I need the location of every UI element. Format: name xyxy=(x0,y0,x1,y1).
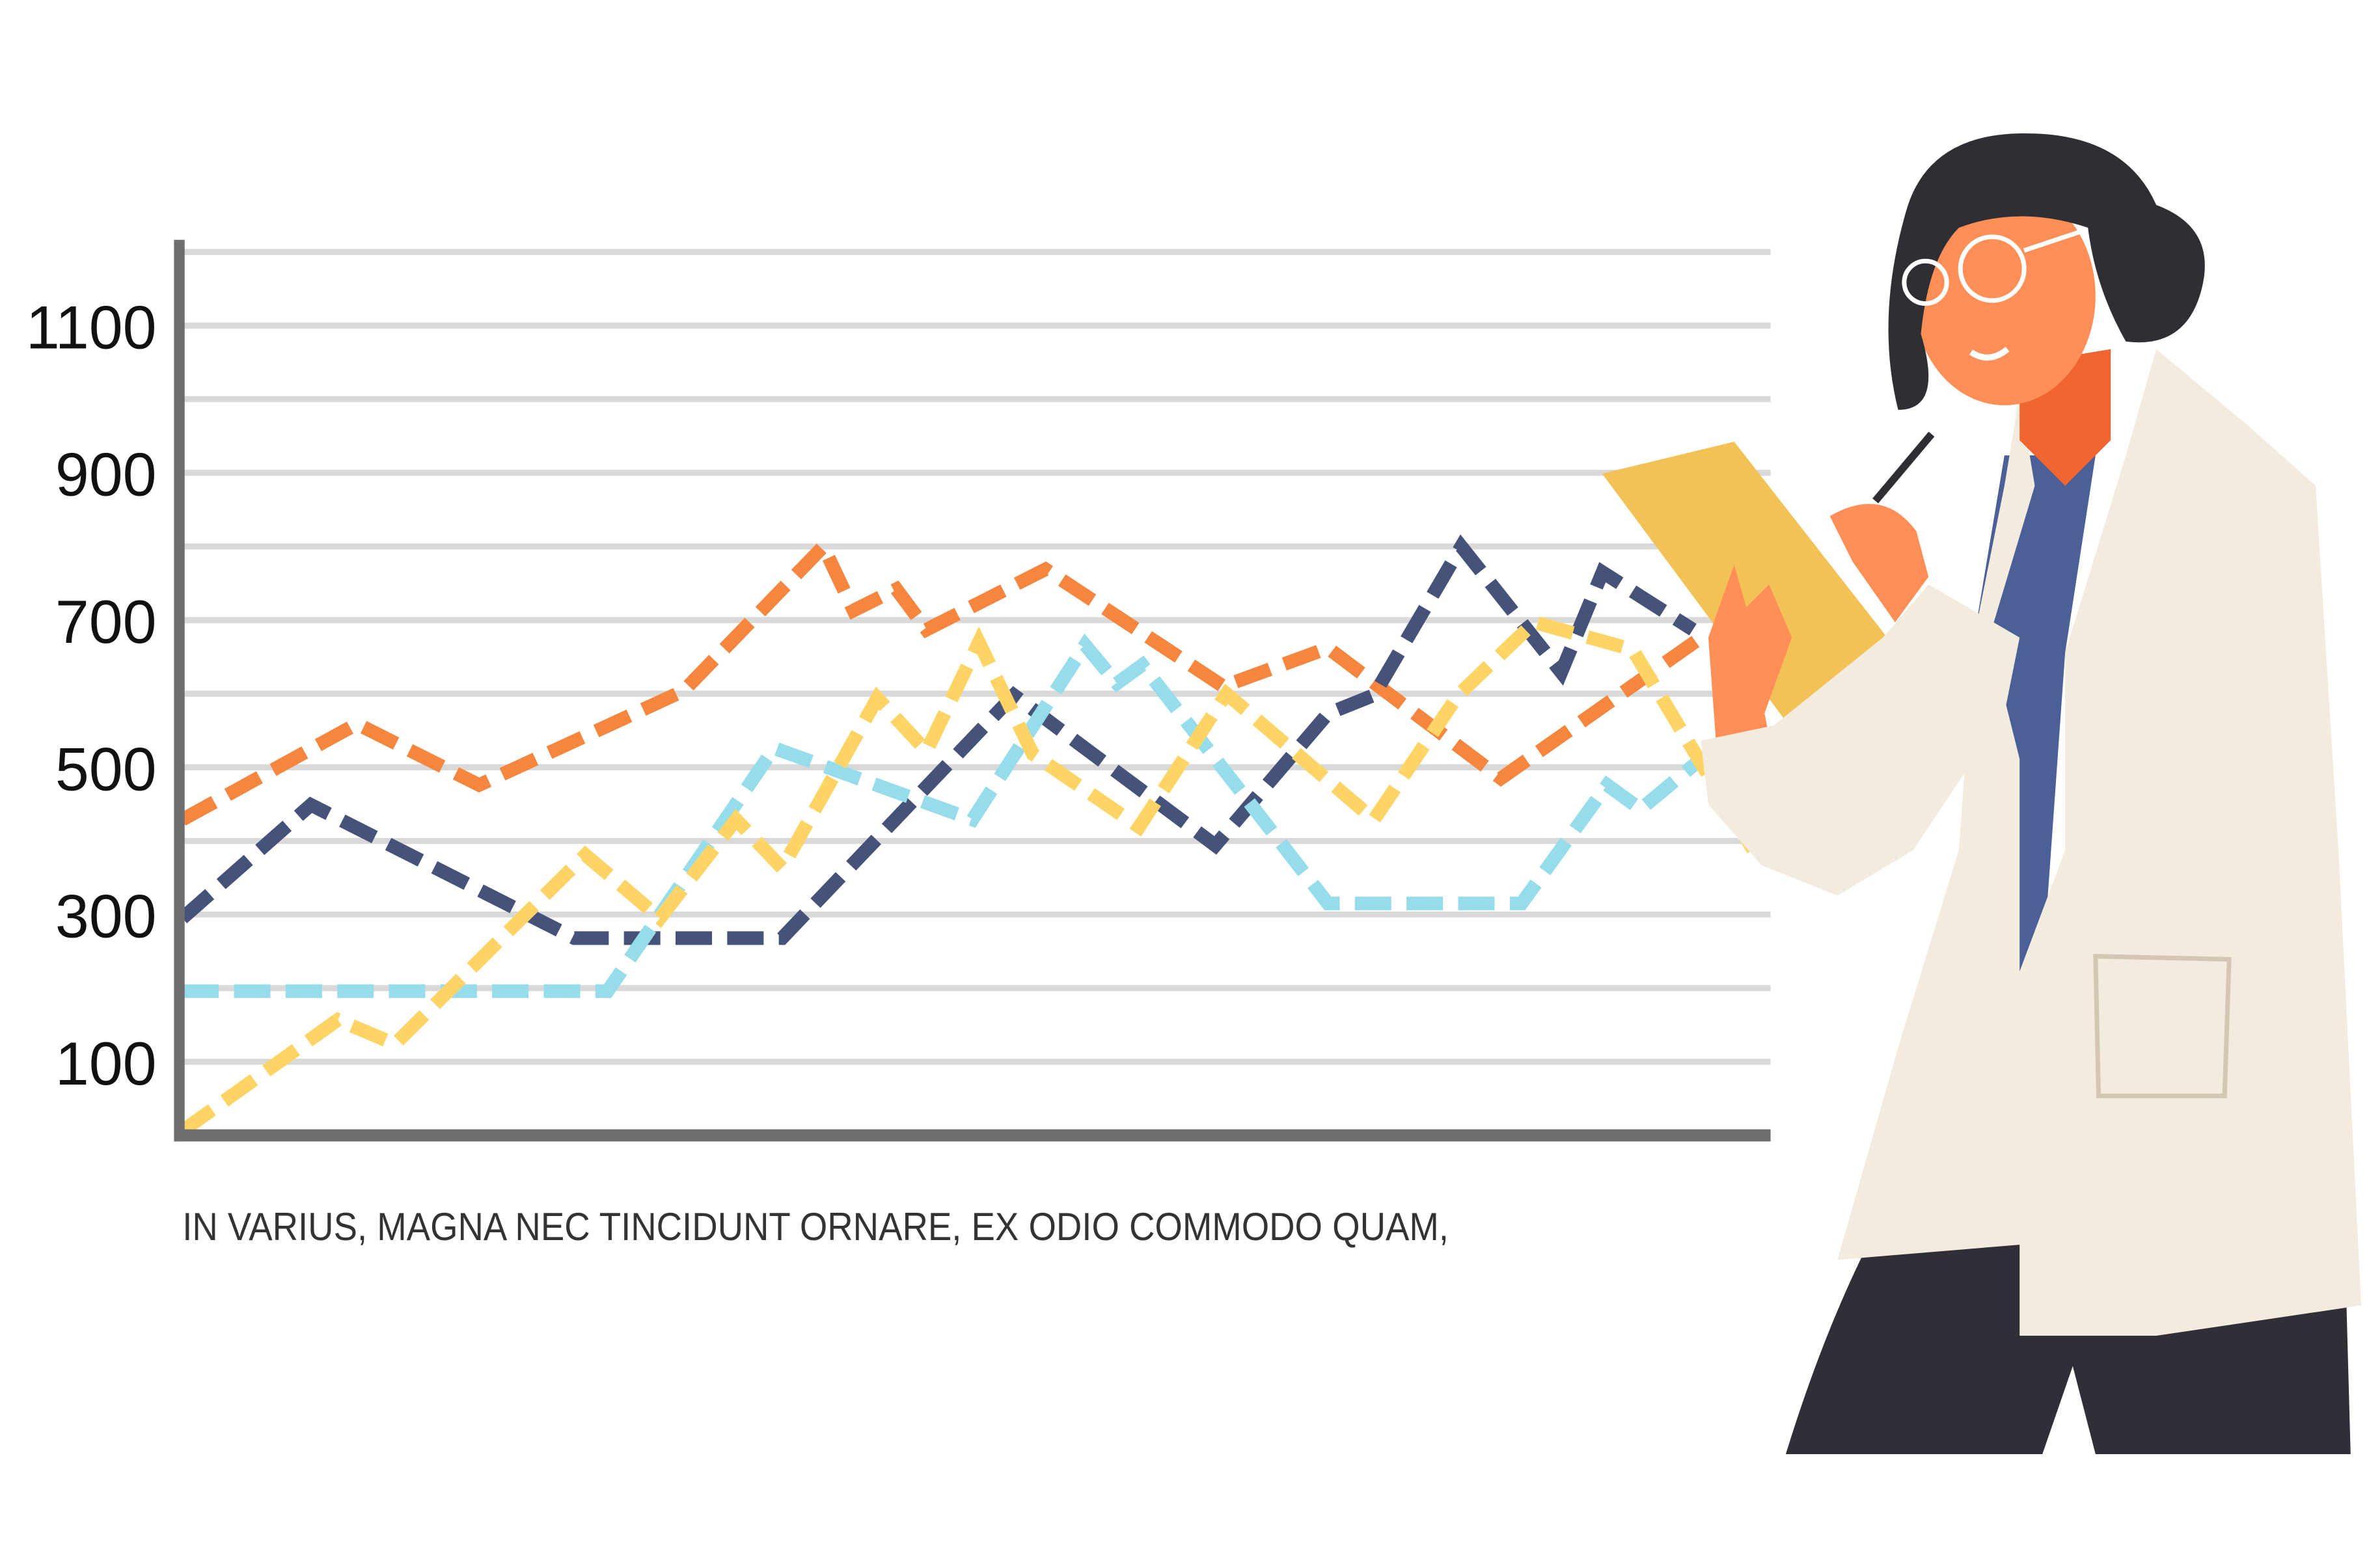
y-tick-label: 1100 xyxy=(26,293,157,361)
series-line-3 xyxy=(182,633,1706,998)
y-tick-label: 500 xyxy=(55,735,157,803)
series-line-1 xyxy=(179,534,1705,826)
series-line-4 xyxy=(178,614,1759,1137)
series-lines xyxy=(178,534,1759,1137)
y-tick-label: 700 xyxy=(55,588,157,656)
y-tick-label: 900 xyxy=(55,441,157,509)
y-tick-label: 100 xyxy=(55,1030,157,1098)
y-tick-label: 300 xyxy=(55,883,157,951)
woman-with-clipboard-icon xyxy=(1602,133,2362,1455)
gridlines xyxy=(182,249,1771,1065)
chart-caption: IN VARIUS, MAGNA NEC TINCIDUNT ORNARE, E… xyxy=(182,1204,1449,1249)
y-tick-labels: 100 300 500 700 900 1100 xyxy=(26,293,157,1098)
